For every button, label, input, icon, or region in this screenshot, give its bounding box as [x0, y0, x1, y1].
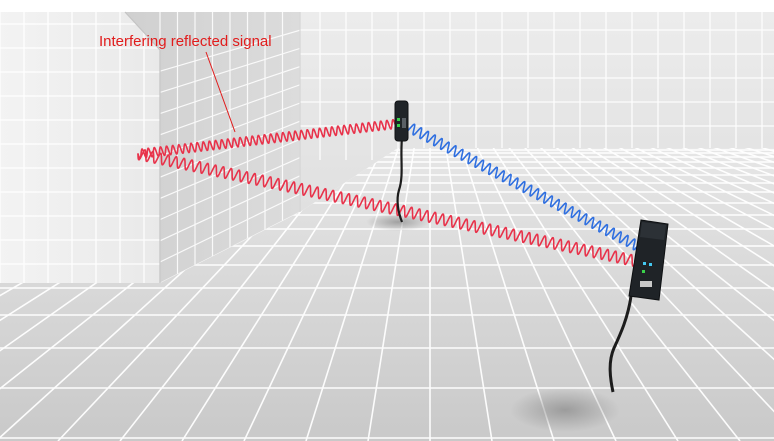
transmitter-cable: [396, 137, 404, 223]
grid-line: [119, 148, 421, 441]
grid-line: [159, 66, 300, 115]
transmitter-led-icon: [397, 118, 400, 121]
grid-line: [441, 148, 774, 441]
grid-line: [367, 148, 429, 441]
grid-line: [181, 148, 423, 441]
transmitter-body: [394, 100, 409, 142]
receiver-led-icon: [643, 262, 646, 265]
receiver-led-icon: [649, 263, 652, 266]
back-wall-grid: [300, 12, 774, 160]
grid-line: [305, 148, 427, 441]
transmitter-led-icon: [397, 124, 400, 127]
receiver-window: [640, 281, 652, 287]
grid-line: [57, 148, 419, 441]
grid-line: [159, 157, 300, 221]
annotation-label: Interfering reflected signal: [99, 33, 272, 50]
grid-line: [445, 148, 774, 441]
receiver-shadow: [510, 388, 620, 432]
sensor-receiver: [608, 219, 669, 393]
annotation-leader-line: [205, 51, 236, 133]
floor: [0, 148, 774, 441]
sensor-transmitter: [394, 100, 409, 223]
grid-line: [243, 148, 425, 441]
grid-line: [159, 193, 300, 263]
receiver-body: [628, 219, 669, 301]
back-wall: [300, 12, 774, 212]
signal-waves: [137, 118, 643, 267]
grid-line: [431, 148, 493, 441]
grid-line: [433, 148, 555, 441]
receiver-cable: [608, 295, 633, 393]
grid-line: [159, 84, 300, 136]
direct-signal-wave: [405, 123, 643, 251]
receiver-top-face: [640, 222, 666, 240]
grid-line: [159, 175, 300, 242]
transmitter-window: [402, 118, 406, 128]
grid-line: [437, 148, 679, 441]
wall-face-grid: [0, 12, 160, 283]
grid-line: [447, 148, 774, 441]
grid-line: [159, 29, 300, 72]
grid-line: [159, 120, 300, 178]
grid-line: [435, 148, 617, 441]
reflected-signal-outgoing-wave: [137, 149, 641, 267]
grid-line: [449, 148, 774, 441]
wall-edge: [124, 11, 161, 283]
receiver-led-icon: [642, 270, 645, 273]
grid-line: [159, 47, 300, 93]
reflected-signal-incoming-wave: [137, 118, 396, 160]
